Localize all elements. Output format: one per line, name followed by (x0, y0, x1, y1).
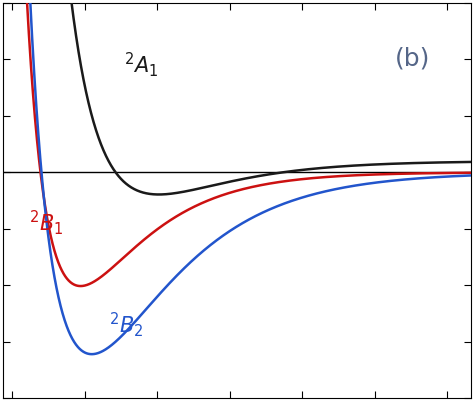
Text: $^2A_1$: $^2A_1$ (124, 51, 158, 79)
Text: $^2B_2$: $^2B_2$ (109, 310, 143, 339)
Text: $^2B_1$: $^2B_1$ (29, 209, 64, 237)
Text: (b): (b) (395, 46, 430, 70)
